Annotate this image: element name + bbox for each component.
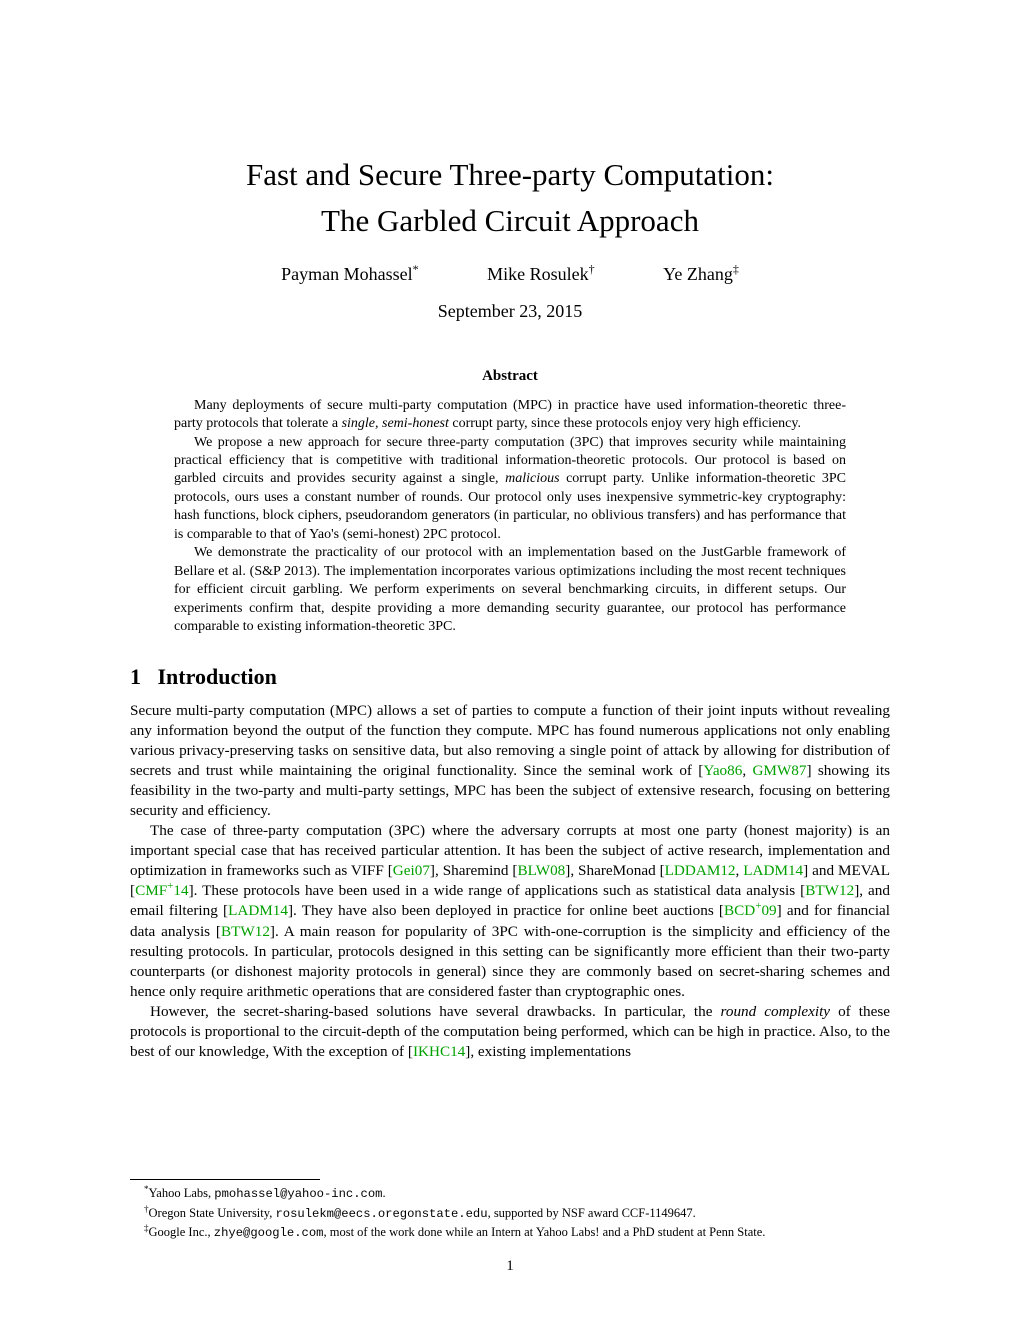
paper-date: September 23, 2015	[130, 300, 890, 323]
author-1: Payman Mohassel*	[281, 262, 418, 286]
cite-ikhc14[interactable]: IKHC14	[413, 1043, 465, 1060]
footnote-3: ‡Google Inc., zhye@google.com, most of t…	[130, 1222, 890, 1242]
cite-btw12[interactable]: BTW12	[805, 882, 854, 899]
author-1-mark: *	[413, 262, 419, 276]
cite-blw08[interactable]: BLW08	[517, 862, 565, 879]
paper-title-line2: The Garbled Circuit Approach	[130, 201, 890, 241]
body-p2: The case of three-party computation (3PC…	[130, 821, 890, 1002]
cite-ladm14b[interactable]: LADM14	[228, 902, 288, 919]
abstract-p2: We propose a new approach for secure thr…	[174, 434, 846, 545]
author-2: Mike Rosulek†	[487, 262, 595, 286]
cite-ladm14[interactable]: LADM14	[743, 862, 803, 879]
body-p1: Secure multi-party computation (MPC) all…	[130, 701, 890, 821]
footnotes-block: *Yahoo Labs, pmohassel@yahoo-inc.com. †O…	[130, 1179, 890, 1242]
body-p3: However, the secret-sharing-based soluti…	[130, 1002, 890, 1062]
abstract-heading: Abstract	[130, 367, 890, 386]
abstract-p3: We demonstrate the practicality of our p…	[174, 544, 846, 636]
footnote-2: †Oregon State University, rosulekm@eecs.…	[130, 1203, 890, 1223]
section-heading: 1 Introduction	[130, 663, 890, 691]
author-3: Ye Zhang‡	[663, 262, 739, 286]
footnote-1: *Yahoo Labs, pmohassel@yahoo-inc.com.	[130, 1183, 890, 1203]
author-2-mark: †	[589, 262, 595, 276]
cite-bcd09[interactable]: BCD+09	[724, 902, 777, 919]
cite-cmf14[interactable]: CMF+14	[135, 882, 189, 899]
cite-btw12b[interactable]: BTW12	[221, 923, 270, 940]
author-2-name: Mike Rosulek	[487, 264, 589, 284]
cite-gei07[interactable]: Gei07	[393, 862, 430, 879]
paper-title-line1: Fast and Secure Three-party Computation:	[130, 155, 890, 195]
cite-lddam12[interactable]: LDDAM12	[665, 862, 736, 879]
page-number: 1	[0, 1257, 1020, 1276]
paper-page: Fast and Secure Three-party Computation:…	[0, 0, 1020, 1320]
body-text: Secure multi-party computation (MPC) all…	[130, 701, 890, 1062]
author-3-name: Ye Zhang	[663, 264, 733, 284]
author-3-mark: ‡	[733, 262, 739, 276]
abstract-p1: Many deployments of secure multi-party c…	[174, 397, 846, 434]
cite-yao86[interactable]: Yao86	[703, 762, 742, 779]
author-list: Payman Mohassel* Mike Rosulek† Ye Zhang‡	[130, 262, 890, 286]
footnote-rule	[130, 1179, 320, 1180]
abstract-block: Many deployments of secure multi-party c…	[174, 397, 846, 637]
author-1-name: Payman Mohassel	[281, 264, 412, 284]
cite-gmw87[interactable]: GMW87	[752, 762, 806, 779]
